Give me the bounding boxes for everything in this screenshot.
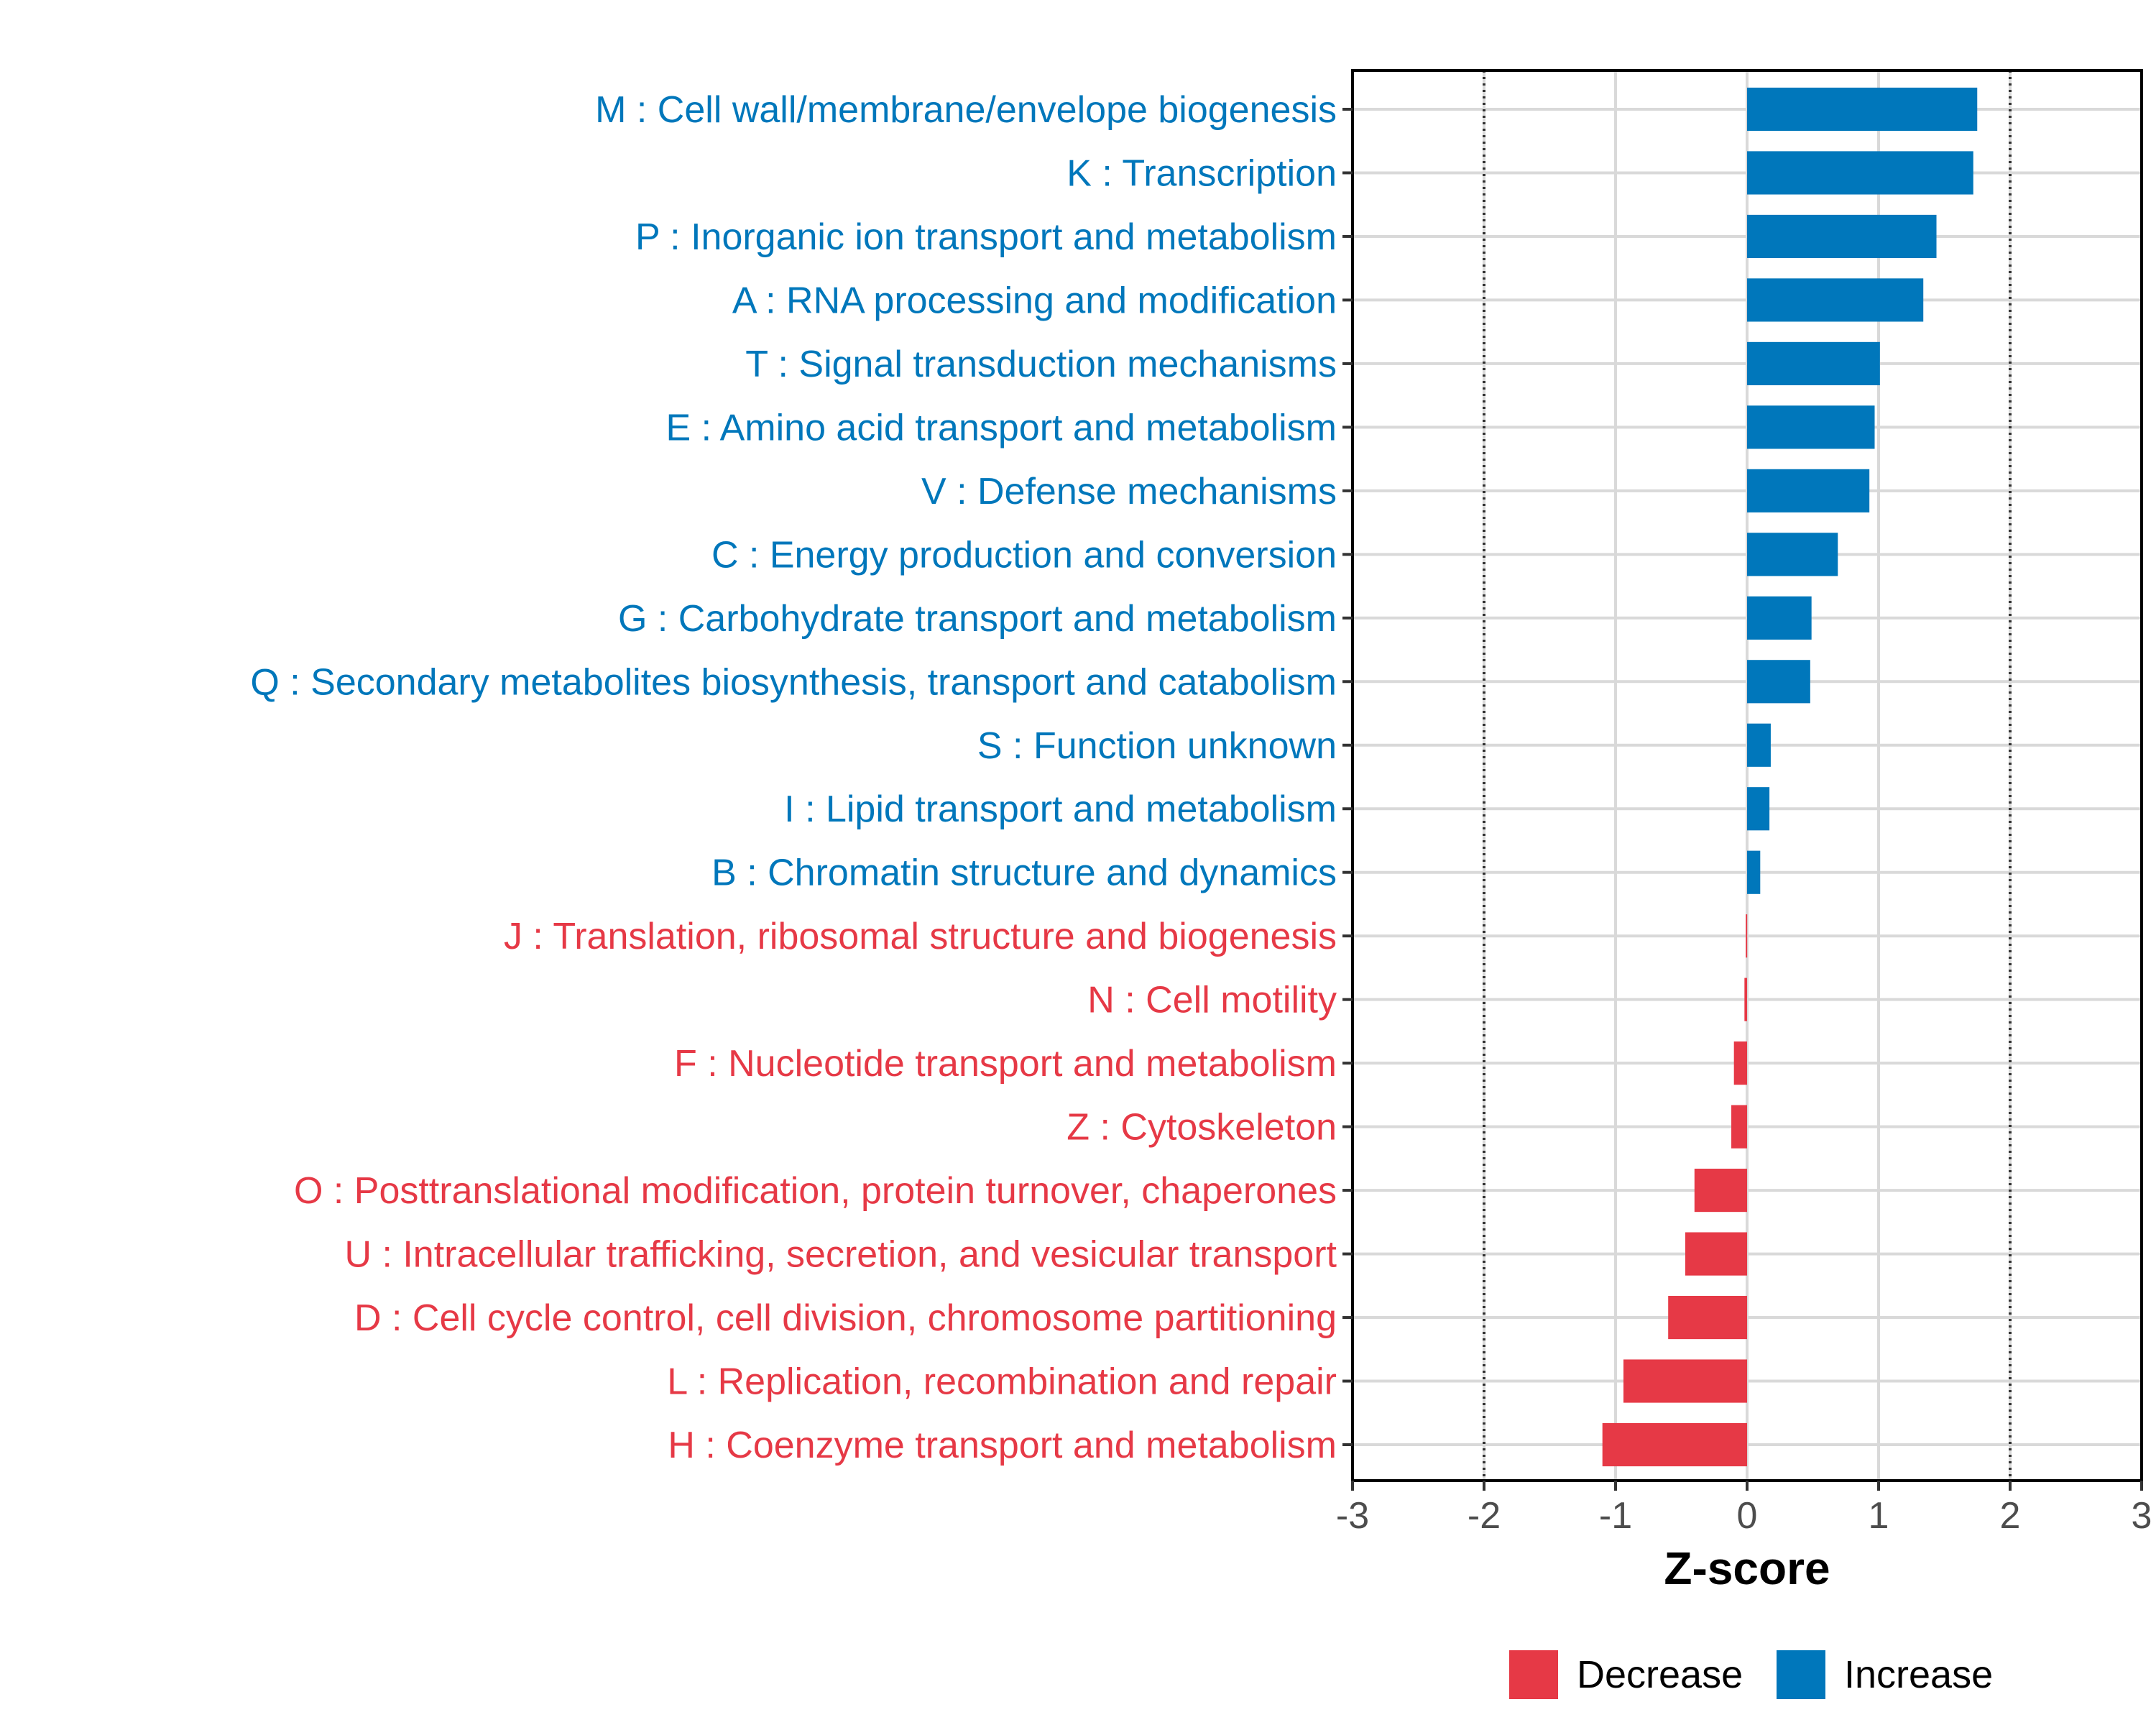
bar: [1747, 850, 1761, 894]
bar: [1733, 1041, 1747, 1085]
legend-label-increase: Increase: [1844, 1653, 1993, 1696]
bar: [1602, 1422, 1747, 1467]
y-tick-label: U : Intracellular trafficking, secretion…: [344, 1234, 1337, 1276]
bar: [1747, 151, 1973, 195]
y-tick-label: C : Energy production and conversion: [711, 534, 1337, 576]
y-tick-label: T : Signal transduction mechanisms: [745, 344, 1337, 385]
y-tick-label: E : Amino acid transport and metabolism: [665, 407, 1337, 448]
legend: Decrease Increase: [1509, 1650, 1993, 1699]
y-tick-label: F : Nucleotide transport and metabolism: [674, 1043, 1337, 1085]
bar: [1747, 787, 1770, 831]
y-tick-label: Z : Cytoskeleton: [1067, 1107, 1337, 1149]
legend-swatch-increase: [1777, 1650, 1825, 1699]
bar: [1747, 87, 1978, 132]
x-tick-label: -3: [1336, 1495, 1369, 1537]
bar: [1747, 405, 1875, 449]
legend-swatch-decrease: [1509, 1650, 1558, 1699]
y-tick-label: J : Translation, ribosomal structure and…: [504, 916, 1337, 957]
bar: [1731, 1105, 1747, 1149]
bar: [1747, 341, 1880, 385]
bars: [1602, 87, 1978, 1467]
x-tick-label: 2: [2000, 1495, 2021, 1537]
x-tick-label: -1: [1599, 1495, 1632, 1537]
y-tick-label: P : Inorganic ion transport and metaboli…: [635, 216, 1337, 258]
y-tick-label: A : RNA processing and modification: [732, 280, 1337, 321]
y-tick-label: G : Carbohydrate transport and metabolis…: [618, 598, 1337, 640]
y-tick-label: V : Defense mechanisms: [921, 471, 1337, 512]
y-tick-label: O : Posttranslational modification, prot…: [294, 1170, 1337, 1212]
reference-lines: [1483, 70, 2012, 1481]
y-axis-labels: M : Cell wall/membrane/envelope biogenes…: [250, 89, 1337, 1466]
y-tick-label: S : Function unknown: [977, 725, 1337, 767]
y-tick-label: L : Replication, recombination and repai…: [667, 1361, 1337, 1403]
y-tick-label: K : Transcription: [1067, 152, 1337, 194]
x-tick-label: 1: [1869, 1495, 1889, 1537]
y-tick-label: M : Cell wall/membrane/envelope biogenes…: [595, 89, 1337, 131]
y-tick-label: B : Chromatin structure and dynamics: [711, 852, 1337, 894]
y-tick-label: I : Lipid transport and metabolism: [784, 788, 1337, 830]
x-tick-label: 3: [2132, 1495, 2152, 1537]
bar: [1747, 660, 1810, 704]
y-tick-label: H : Coenzyme transport and metabolism: [668, 1425, 1337, 1466]
x-tick-label: 0: [1737, 1495, 1758, 1537]
bar: [1747, 533, 1838, 576]
x-axis-title: Z-score: [1664, 1542, 1830, 1594]
y-axis-ticks: [1342, 108, 1353, 1446]
y-tick-label: N : Cell motility: [1087, 980, 1337, 1021]
bar: [1746, 914, 1748, 958]
bar: [1747, 278, 1924, 322]
bar: [1744, 978, 1747, 1021]
y-tick-label: D : Cell cycle control, cell division, c…: [354, 1297, 1337, 1339]
y-tick-label: Q : Secondary metabolites biosynthesis, …: [250, 661, 1337, 703]
bar: [1747, 596, 1812, 640]
bar: [1694, 1169, 1747, 1213]
bar: [1747, 469, 1870, 512]
bar: [1747, 723, 1771, 767]
bar: [1747, 214, 1937, 259]
x-axis-ticks: -3 -2 -1 0 1 2 3: [1336, 1481, 2152, 1537]
legend-label-decrease: Decrease: [1577, 1653, 1743, 1696]
x-tick-label: -2: [1468, 1495, 1501, 1537]
bar: [1685, 1232, 1747, 1276]
bar: [1623, 1359, 1747, 1403]
bar: [1668, 1295, 1747, 1340]
